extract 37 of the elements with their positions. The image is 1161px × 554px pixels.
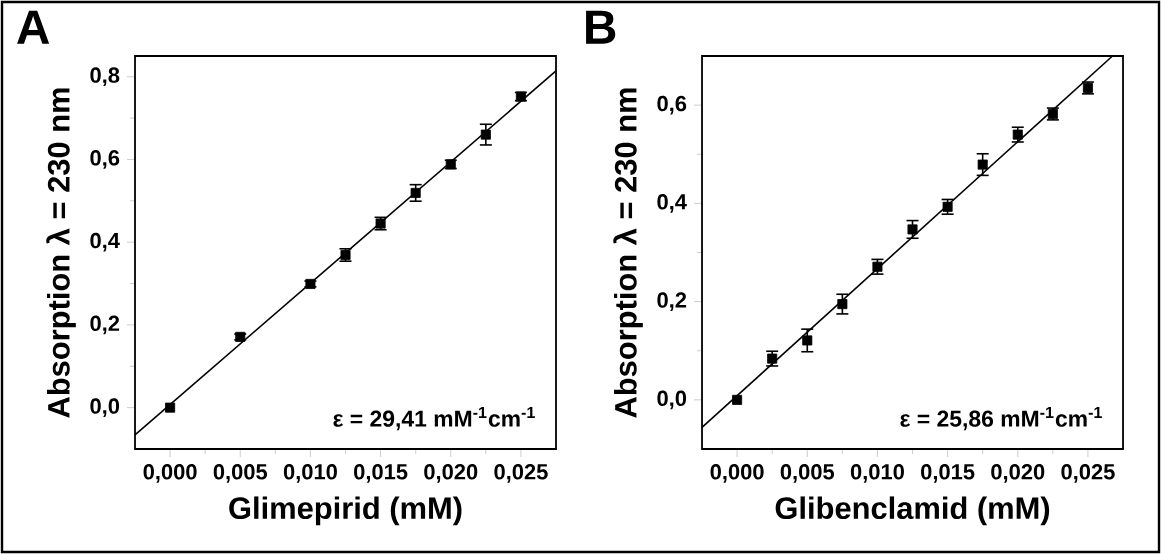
y-tick-label: 0,0 [90,398,120,417]
point [732,394,743,405]
x-tick-label: 0,010 [283,464,337,483]
point [802,335,813,346]
x-tick-label: 0,025 [1061,464,1115,483]
x-tick-label: 0,015 [921,464,975,483]
y-axis-title: Absorption λ = 230 nm [613,88,643,418]
y-tick-label: 0,2 [90,315,120,335]
x-axis-title: Glimepirid (mM) [229,496,462,526]
x-tick-label: 0,005 [213,464,268,483]
y-tick-label: 0,0 [657,390,687,410]
x-axis-title: Glibenclamid (mM) [775,496,1050,526]
point [977,159,988,170]
x-tick-label: 0,015 [354,464,408,483]
x-tick-label: 0,000 [710,464,764,483]
point [165,402,176,413]
point [907,224,918,235]
point [480,129,491,140]
annotation: ε = 29,41 mM$^{-1}$cm$^{-1}$ [333,406,535,431]
annotation: ε = 25,86 mM$^{-1}$cm$^{-1}$ [900,406,1102,431]
x-tick-label: 0,000 [143,464,197,483]
chart-title: A [17,10,50,44]
x-tick-label: 0,020 [424,464,478,483]
x-tick-label: 0,010 [850,464,904,483]
x-tick-label: 0,020 [991,464,1045,483]
chart-title: B [586,10,616,44]
y-tick-label: 0,8 [90,67,120,87]
y-tick-label: 0,6 [90,150,120,169]
y-axis-title: Absorption λ = 230 nm [46,88,76,418]
y-tick-label: 0,6 [657,95,687,115]
x-tick-label: 0,025 [494,464,548,483]
y-tick-label: 0,2 [657,292,687,311]
x-tick-label: 0,005 [780,464,835,483]
y-tick-label: 0,4 [657,194,687,213]
point [837,299,848,310]
point [410,187,421,198]
y-tick-label: 0,4 [90,232,120,252]
